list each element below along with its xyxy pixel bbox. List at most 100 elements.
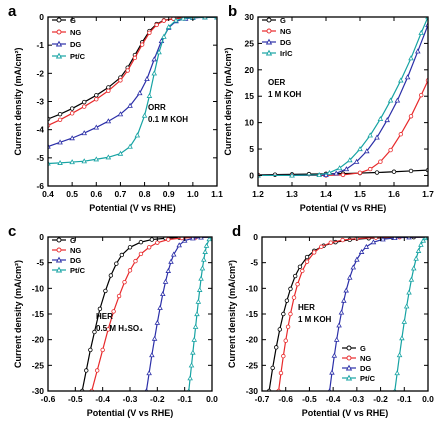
data-point	[293, 273, 298, 279]
data-point	[81, 158, 87, 164]
data-point	[328, 240, 333, 245]
series-line-DG	[145, 237, 212, 391]
annotation-text: 1 M KOH	[268, 90, 302, 99]
legend: G NG DG Pt/C	[52, 16, 86, 61]
data-point	[161, 33, 167, 39]
annotation-text: 0.5 M H₂SO₄	[96, 324, 143, 333]
data-point	[194, 311, 200, 317]
data-point	[347, 157, 353, 163]
data-point	[333, 336, 340, 342]
data-point	[146, 92, 153, 98]
legend-marker	[266, 17, 272, 23]
x-tick-label: -0.1	[397, 394, 412, 404]
data-point	[127, 268, 133, 273]
legend-marker	[55, 266, 63, 273]
data-point	[117, 111, 124, 117]
panel-d: d -0.7 -0.6 -0.5 -0.4 -0.3 -0.2 -0.1 0.0 0 -5 -10 -1…	[227, 223, 434, 418]
legend: G NG DG IrlC	[262, 16, 293, 58]
data-point	[127, 143, 133, 149]
data-point	[154, 22, 159, 28]
series-line-Pt/C	[188, 237, 212, 391]
data-point	[138, 251, 144, 257]
data-point	[168, 258, 174, 264]
y-tick-label: 0	[39, 12, 44, 22]
y-tick-label: 20	[245, 65, 255, 75]
x-tick-label: 1.2	[252, 189, 264, 199]
legend-marker	[265, 49, 273, 56]
x-axis-title: Potential (V vs RHE)	[302, 408, 389, 418]
legend-label: Pt/C	[360, 374, 376, 383]
y-axis-title: Current density (mA/cm²)	[223, 47, 233, 155]
data-point	[196, 286, 203, 292]
data-point	[331, 352, 338, 358]
data-point	[281, 353, 286, 359]
y-tick-label: -25	[32, 360, 45, 370]
data-point	[180, 17, 186, 21]
data-point	[394, 97, 401, 103]
legend-label: G	[360, 344, 366, 353]
data-point	[404, 74, 411, 80]
y-tick-label: -10	[246, 283, 259, 293]
data-point	[354, 256, 360, 262]
data-point	[289, 172, 295, 178]
data-point	[94, 368, 100, 373]
data-point	[192, 323, 199, 329]
data-point	[304, 259, 310, 264]
data-point	[165, 23, 172, 29]
data-point	[199, 265, 206, 271]
data-point	[406, 289, 412, 295]
data-point	[343, 287, 349, 293]
series-line-Pt/C	[394, 237, 428, 391]
y-axis-title: Current density (mA/cm²)	[227, 260, 237, 368]
data-point	[326, 169, 333, 175]
data-point	[117, 150, 124, 156]
data-point	[285, 324, 291, 330]
data-point	[149, 237, 155, 242]
legend-label: NG	[280, 27, 291, 36]
x-tick-label: -0.3	[350, 394, 365, 404]
legend-marker	[56, 29, 62, 35]
data-point	[69, 111, 75, 116]
data-point	[420, 237, 427, 243]
panel-letter: a	[8, 3, 17, 20]
data-point	[343, 166, 350, 172]
y-tick-label: -5	[36, 258, 44, 268]
data-point	[350, 264, 357, 270]
x-tick-label: 1.1	[211, 189, 223, 199]
data-point	[195, 298, 202, 304]
data-point	[119, 252, 124, 258]
series-group	[258, 17, 428, 178]
legend-marker	[55, 40, 63, 47]
legend-marker	[346, 345, 352, 351]
data-point	[357, 170, 363, 175]
legend-label: DG	[70, 40, 81, 49]
legend-marker	[346, 355, 352, 361]
data-point	[94, 93, 99, 98]
data-point	[188, 362, 195, 368]
y-tick-label: -5	[36, 153, 44, 163]
data-point	[408, 168, 414, 174]
data-point	[154, 319, 161, 325]
data-point	[92, 329, 97, 335]
data-point	[364, 148, 370, 154]
legend-label: IrlC	[280, 49, 293, 58]
data-point	[151, 70, 158, 76]
data-point	[357, 146, 363, 152]
data-point	[57, 111, 63, 117]
data-point	[408, 276, 415, 282]
series-line-G	[81, 237, 212, 391]
data-point	[97, 306, 103, 312]
data-point	[134, 132, 141, 138]
y-tick-label: 25	[245, 38, 255, 48]
data-point	[288, 311, 293, 317]
data-point	[378, 159, 383, 164]
data-point	[176, 242, 182, 248]
data-point	[127, 245, 133, 250]
x-axis-title: Potential (V vs RHE)	[89, 203, 176, 213]
x-tick-label: 1.6	[388, 189, 400, 199]
data-point	[358, 248, 365, 254]
data-point	[274, 345, 279, 350]
legend-marker	[266, 28, 272, 34]
data-point	[410, 265, 417, 271]
legend-label: NG	[360, 354, 371, 363]
